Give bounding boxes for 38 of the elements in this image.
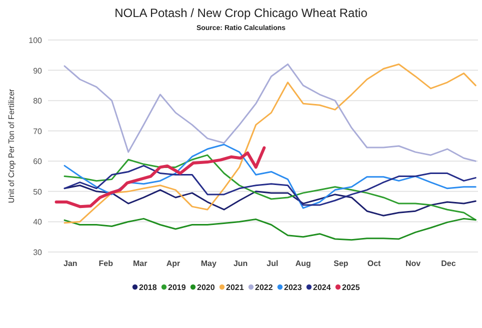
y-tick-label: 30	[33, 248, 43, 257]
x-tick-label: Jan	[64, 259, 78, 268]
line-series	[64, 63, 476, 224]
y-tick-label: 90	[33, 66, 43, 76]
legend-label: 2025	[342, 283, 360, 292]
x-tick-label: Jun	[233, 259, 248, 268]
y-tick-label: 80	[33, 96, 43, 106]
x-tick-label: May	[200, 259, 217, 268]
x-tick-label: Dec	[441, 259, 456, 268]
x-tick-label: Feb	[98, 259, 114, 268]
y-axis-title: Unit of Crop Per Ton of Fertilizer	[7, 88, 16, 204]
x-tick-label: Nov	[405, 259, 422, 268]
legend-label: 2020	[197, 283, 216, 292]
line-series	[64, 164, 476, 206]
legend-label: 2018	[139, 283, 158, 292]
line-series	[64, 144, 476, 209]
y-tick-label: 60	[33, 157, 43, 166]
line-series	[64, 218, 476, 241]
legend-label: 2022	[255, 283, 274, 292]
y-tick-label: 50	[33, 187, 43, 196]
y-tick-label: 100	[28, 36, 43, 45]
line-series	[64, 154, 476, 221]
x-tick-label: Aug	[295, 259, 312, 268]
line-series	[64, 184, 476, 216]
legend-label: 2023	[284, 283, 302, 292]
x-tick-label: Mar	[133, 259, 148, 268]
legend-label: 2019	[168, 283, 186, 292]
legend-label: 2021	[226, 283, 244, 292]
y-tick-label: 40	[33, 218, 43, 227]
x-tick-label: Oct	[367, 259, 382, 268]
x-tick-label: Sep	[334, 259, 348, 268]
y-tick-label: 70	[33, 126, 43, 136]
x-tick-label: Apr	[166, 259, 180, 268]
line-series	[64, 63, 476, 162]
chart-title: NOLA Potash / New Crop Chicago Wheat Ratio	[114, 6, 368, 20]
line-series	[54, 146, 266, 208]
x-tick-label: Jul	[266, 259, 278, 268]
legend-label: 2024	[313, 283, 332, 292]
